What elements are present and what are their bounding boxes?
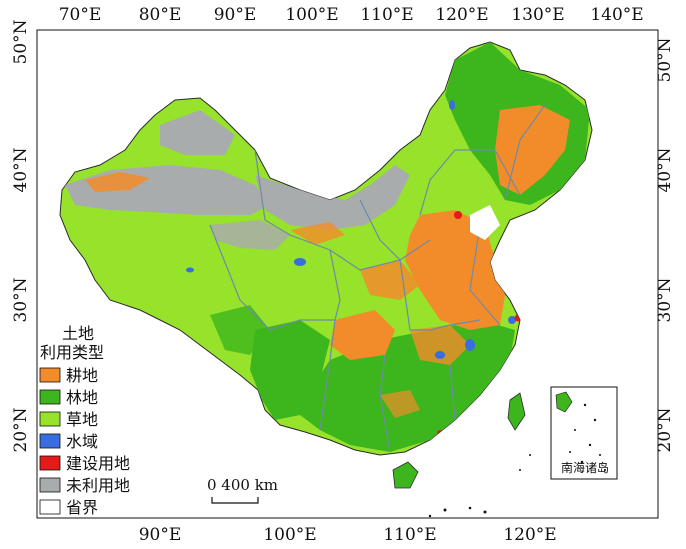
region-unused-qinghai [210,220,290,250]
lat-label: 40°N [655,147,675,192]
right-lat-labels: 50°N 40°N 30°N 20°N [655,37,675,452]
region-cropland-sichuan [330,310,395,360]
scale-bar: 0 400 km [207,476,278,504]
lon-label: 70°E [59,5,102,25]
lon-label: 140°E [590,5,643,25]
lon-label: 120°E [435,5,488,25]
legend-title-line1: 土地 [62,324,94,343]
legend-swatch [39,499,61,515]
legend-label: 建设用地 [66,454,130,473]
bohai-sea [470,205,500,240]
legend-swatch [39,477,61,493]
water-qinghai-lake [294,258,306,266]
water-northeast [449,100,455,110]
lon-label: 90°E [139,525,182,545]
legend-label: 未利用地 [66,476,130,495]
legend-label: 省界 [66,498,98,517]
legend-label: 林地 [66,388,98,407]
lon-label: 110°E [360,5,413,25]
region-cropland-middle-yangtze [410,325,470,365]
region-cropland-guangxi [380,390,420,418]
legend-label: 耕地 [66,366,98,385]
legend-swatch [39,389,61,405]
taiwan-island [507,392,526,431]
lat-label: 50°N [655,37,675,82]
hainan-island [392,461,419,489]
top-lon-labels: 70°E 80°E 90°E 100°E 110°E 120°E 130°E 1… [59,5,644,25]
legend-label: 草地 [66,410,98,429]
region-cropland-northeast [495,105,570,195]
legend-swatch [39,433,61,449]
lon-label: 120°E [503,525,556,545]
lat-label: 50°N [11,19,31,64]
region-cropland-xinjiang [85,172,150,192]
lat-label: 40°N [11,147,31,192]
scale-bar-label: 0 400 km [207,476,278,494]
legend-title-line2: 利用类型 [40,343,104,362]
region-cropland-hexi [290,222,345,245]
water-tibet-lakes [186,267,194,273]
lon-label: 80°E [139,5,182,25]
lat-label: 30°N [655,277,675,322]
south-sea-dots [428,454,531,518]
lon-label: 100°E [263,525,316,545]
region-cropland-loess [360,260,420,300]
region-forest-tibet-east [210,305,270,355]
region-forest-southwest [250,320,330,420]
province-borders [209,104,546,453]
lon-label: 130°E [511,5,564,25]
south-china-sea-inset: 南海诸岛 [550,386,618,480]
lon-label: 90°E [214,5,257,25]
lat-label: 20°N [11,407,31,452]
inset-label: 南海诸岛 [561,460,609,475]
lat-label: 20°N [655,407,675,452]
builtup-beijing [454,211,462,219]
legend-swatch [39,367,61,383]
water-taihu [508,316,516,324]
legend-swatch [39,411,61,427]
legend-label: 水域 [66,432,98,451]
water-dongting [435,351,445,359]
legend-swatch [39,455,61,471]
region-unused-north [160,110,235,155]
water-poyang [465,339,475,351]
bottom-lon-labels: 90°E 100°E 110°E 120°E [139,525,557,545]
lat-label: 30°N [11,277,31,322]
left-lat-labels: 50°N 40°N 30°N 20°N [11,19,31,452]
lon-label: 100°E [285,5,338,25]
lon-label: 110°E [383,525,436,545]
